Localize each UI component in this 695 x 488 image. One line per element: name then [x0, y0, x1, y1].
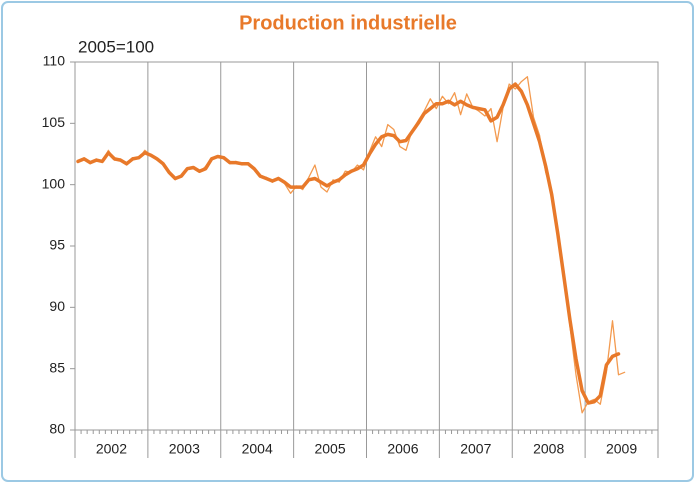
chart-title: Production industrielle	[239, 12, 457, 34]
y-tick-label: 100	[42, 175, 66, 191]
y-tick-label: 85	[49, 359, 65, 375]
y-tick-label: 110	[43, 53, 66, 69]
x-tick-label: 2002	[96, 441, 127, 457]
y-tick-label: 90	[49, 298, 65, 314]
y-tick-label: 105	[42, 114, 66, 130]
x-tick-label: 2004	[242, 441, 273, 457]
y-tick-label: 80	[49, 421, 65, 437]
x-tick-label: 2003	[169, 441, 200, 457]
y-tick-label: 95	[49, 237, 65, 253]
x-tick-label: 2005	[314, 441, 345, 457]
x-tick-label: 2009	[606, 441, 637, 457]
x-tick-label: 2008	[533, 441, 564, 457]
series-line	[76, 82, 621, 405]
x-tick-label: 2006	[387, 441, 418, 457]
y-unit-label: 2005=100	[78, 37, 154, 56]
x-tick-label: 2007	[460, 441, 491, 457]
